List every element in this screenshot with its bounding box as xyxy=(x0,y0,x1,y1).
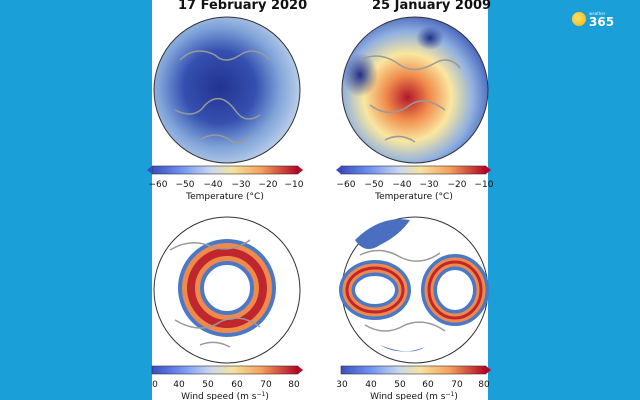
colorbar-label: Wind speed (m s−1) xyxy=(181,391,269,400)
tick-label: −40 xyxy=(393,180,412,190)
tick-label: −40 xyxy=(204,180,223,190)
tick-label: −50 xyxy=(176,180,195,190)
tick-label: 40 xyxy=(365,380,377,390)
tick-label: −30 xyxy=(420,180,439,190)
coastline-lines xyxy=(359,55,461,143)
logo-number: 365 xyxy=(589,15,615,29)
logo-small-text: weather xyxy=(589,11,606,16)
temperature-colorbar-right: −60 −50 −40 −30 −20 −10 Temperature (°C) xyxy=(336,165,494,202)
temperature-map-2009 xyxy=(341,16,489,164)
tick-label: 70 xyxy=(260,380,272,390)
tick-label: −20 xyxy=(259,180,278,190)
coastline-lines xyxy=(174,50,271,144)
tick-label: 50 xyxy=(202,380,214,390)
tick-label: −10 xyxy=(475,180,494,190)
temperature-colorbar-left: −60 −50 −40 −30 −20 −10 Temperature (°C) xyxy=(147,165,304,202)
jet-core xyxy=(380,345,425,352)
tick-label: −10 xyxy=(285,180,304,190)
left-panel-title: 17 February 2020 xyxy=(178,0,308,13)
colorbar-label: Temperature (°C) xyxy=(374,192,453,202)
sun-logo-icon xyxy=(572,12,586,26)
wind-map-2020 xyxy=(153,216,301,364)
coastline-lines xyxy=(169,239,261,348)
tick-label: −30 xyxy=(232,180,251,190)
wind-map-2009 xyxy=(339,216,489,364)
tick-label: −60 xyxy=(149,180,168,190)
tick-label: −50 xyxy=(365,180,384,190)
tick-label: 60 xyxy=(422,380,434,390)
tick-label: 40 xyxy=(173,380,185,390)
wind-colorbar-right: 30 40 50 60 70 80 Wind speed (m s−1) xyxy=(336,365,491,400)
tick-label: 0 xyxy=(152,380,158,390)
tick-label: 60 xyxy=(231,380,243,390)
tick-label: 50 xyxy=(394,380,406,390)
jet-core xyxy=(355,219,410,249)
wind-colorbar-left: 0 40 50 60 70 80 Wind speed (m s−1) xyxy=(151,365,303,400)
cold-region xyxy=(416,26,444,50)
tick-label: −20 xyxy=(448,180,467,190)
weather365-logo: weather 365 xyxy=(572,10,626,30)
tick-label: 30 xyxy=(336,380,348,390)
coastline-lines xyxy=(359,249,446,332)
cold-region xyxy=(342,53,378,97)
tick-label: 80 xyxy=(288,380,300,390)
colorbar-label: Wind speed (m s−1) xyxy=(370,391,458,400)
colorbar-label: Temperature (°C) xyxy=(185,192,264,202)
tick-label: 80 xyxy=(478,380,490,390)
tick-label: 70 xyxy=(451,380,463,390)
temperature-map-2020 xyxy=(153,16,301,164)
right-panel-title: 25 January 2009 xyxy=(372,0,492,13)
tick-label: −60 xyxy=(337,180,356,190)
